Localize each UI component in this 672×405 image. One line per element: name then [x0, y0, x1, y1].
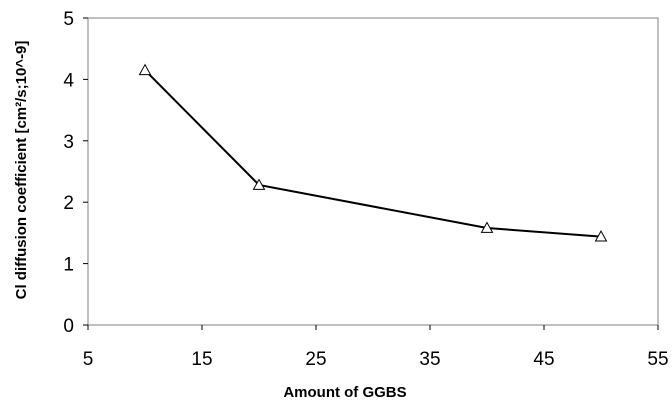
- plot-frame: [87, 17, 659, 326]
- x-tick-label: 35: [419, 349, 440, 370]
- x-axis-title: Amount of GGBS: [283, 384, 406, 401]
- plot-area: [87, 17, 659, 326]
- y-tick-label: 3: [63, 132, 74, 153]
- x-tick-label: 55: [647, 349, 668, 370]
- data-point: [480, 221, 494, 233]
- y-tick-label: 2: [63, 193, 74, 214]
- x-tick-label: 5: [83, 349, 94, 370]
- y-axis-title: Cl diffusion coefficient [cm²/s;10^-9]: [13, 41, 30, 300]
- data-point: [594, 230, 608, 242]
- data-point: [138, 63, 152, 76]
- y-tick-label: 5: [63, 9, 74, 30]
- data-point: [252, 178, 266, 190]
- y-axis-ticks: 0 1 2 3 4 5: [63, 9, 88, 337]
- x-tick-label: 15: [191, 349, 212, 370]
- y-tick-label: 0: [63, 316, 74, 337]
- series-layer: [138, 63, 608, 242]
- x-tick-label: 45: [533, 349, 554, 370]
- series-line: [144, 69, 602, 238]
- y-tick-label: 4: [63, 70, 74, 91]
- y-tick-label: 1: [63, 255, 74, 276]
- x-tick-label: 25: [305, 349, 326, 370]
- x-axis-ticks: 5 15 25 35 45 55: [83, 325, 669, 370]
